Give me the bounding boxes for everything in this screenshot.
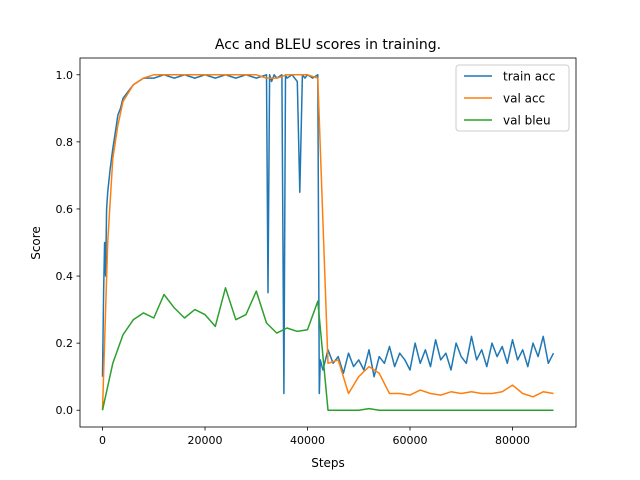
x-axis-label: Steps <box>311 456 345 470</box>
x-tick-label: 40000 <box>290 434 325 447</box>
legend-box <box>455 64 570 132</box>
x-tick-label: 80000 <box>495 434 530 447</box>
series-line-train-acc <box>101 74 555 395</box>
y-tick-label: 0.8 <box>56 136 74 149</box>
plot-frame <box>79 57 577 428</box>
legend: train acc val acc val bleu <box>455 64 570 132</box>
y-tick-label: 0.6 <box>56 203 74 216</box>
series-layer <box>101 74 555 411</box>
legend-label: val acc <box>503 92 545 106</box>
y-axis-label: Score <box>29 226 43 260</box>
x-tick-label: 20000 <box>188 434 223 447</box>
series-line-val-acc <box>101 74 554 411</box>
y-tick-label: 0.4 <box>56 270 74 283</box>
legend-label: train acc <box>503 70 555 84</box>
y-tick-label: 0.2 <box>56 337 74 350</box>
y-tick-label: 1.0 <box>56 69 74 82</box>
series-line-val-bleu <box>101 287 554 411</box>
y-tick-label: 0.0 <box>56 404 74 417</box>
x-tick-label: 0 <box>99 434 106 447</box>
legend-label: val bleu <box>503 114 551 128</box>
x-tick-label: 60000 <box>392 434 427 447</box>
x-axis: 0 20000 40000 60000 80000 <box>99 427 530 447</box>
chart-title: Acc and BLEU scores in training. <box>215 37 441 53</box>
y-axis: 0.0 0.2 0.4 0.6 0.8 1.0 <box>56 69 80 417</box>
